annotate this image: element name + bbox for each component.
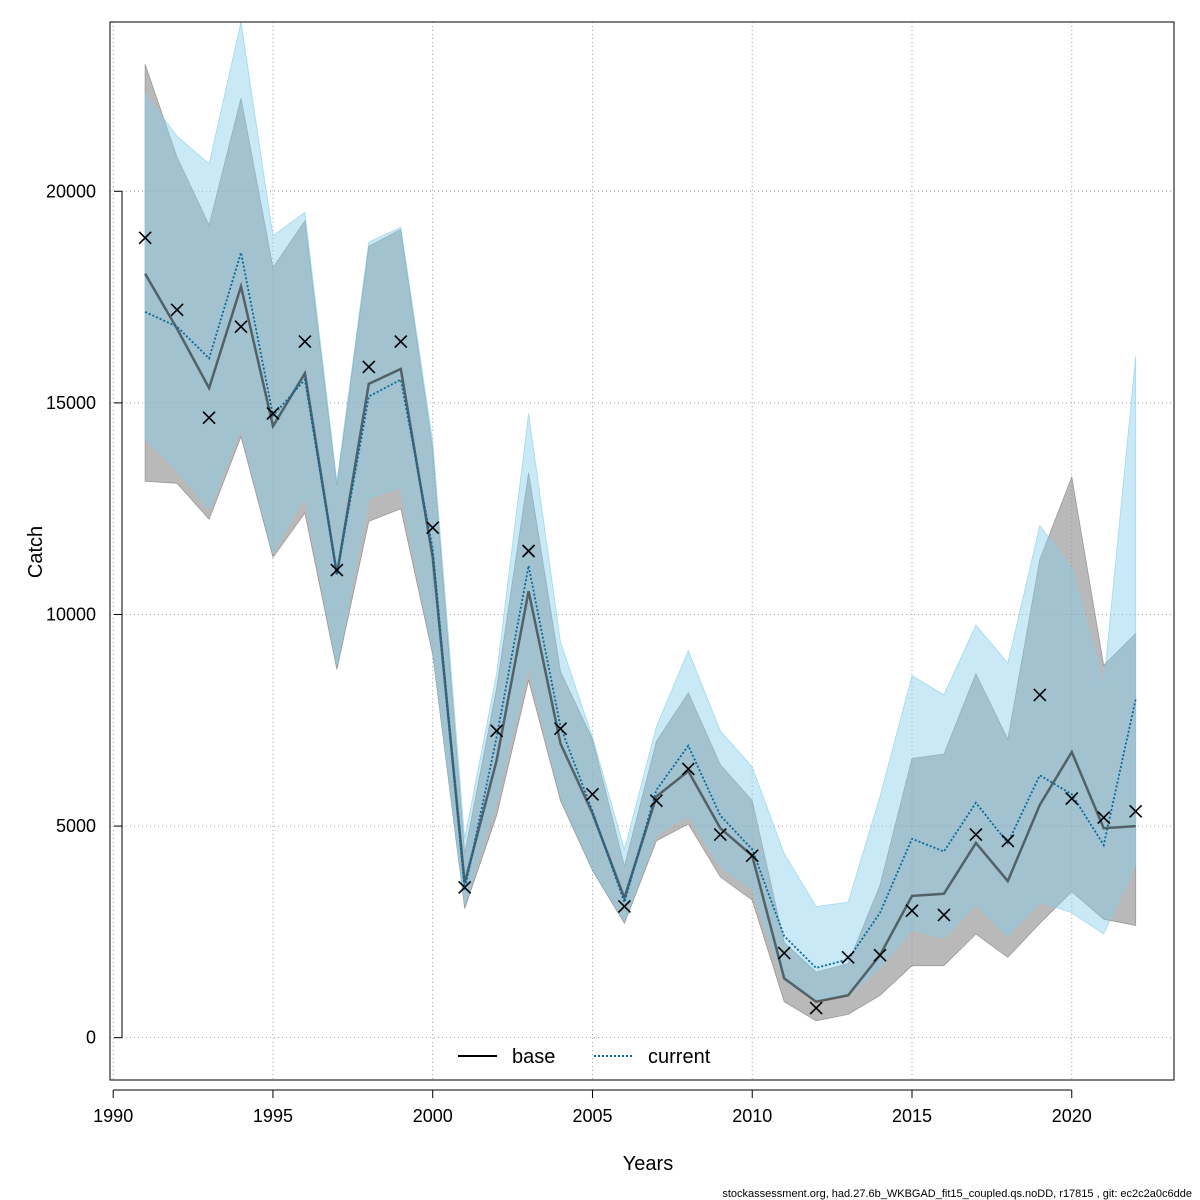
x-tick-label: 2010 bbox=[732, 1106, 772, 1126]
observation-point bbox=[969, 827, 983, 842]
observation-point bbox=[617, 899, 631, 914]
observation-point bbox=[713, 827, 727, 842]
y-tick-label: 20000 bbox=[46, 181, 96, 201]
observation-point bbox=[170, 303, 184, 317]
observation-point bbox=[458, 880, 472, 895]
y-tick-label: 10000 bbox=[46, 604, 96, 624]
x-axis-title: Years bbox=[623, 1153, 673, 1175]
observation-point bbox=[681, 762, 695, 776]
observation-point bbox=[1065, 792, 1079, 806]
observation-point bbox=[873, 948, 887, 962]
observation-markers bbox=[138, 231, 1143, 1015]
x-tick-label: 2000 bbox=[413, 1106, 453, 1126]
observation-point bbox=[298, 334, 312, 349]
observation-point bbox=[138, 231, 152, 245]
x-tick-label: 2015 bbox=[892, 1106, 932, 1126]
legend: base current bbox=[458, 1046, 711, 1068]
observation-point bbox=[841, 950, 855, 964]
observation-point bbox=[202, 411, 216, 425]
observation-point bbox=[649, 794, 663, 808]
legend-label-current: current bbox=[648, 1046, 711, 1068]
x-tick-label: 2005 bbox=[572, 1106, 612, 1126]
observation-point bbox=[937, 908, 951, 922]
legend-label-base: base bbox=[512, 1046, 555, 1068]
observation-point bbox=[1097, 811, 1111, 825]
y-axis-title: Catch bbox=[25, 526, 47, 578]
x-tick-label: 1995 bbox=[253, 1106, 293, 1126]
confidence-band-base bbox=[144, 64, 1137, 1022]
observation-point bbox=[362, 360, 376, 374]
plot-box bbox=[109, 21, 1175, 1081]
observation-point bbox=[777, 946, 791, 960]
footer-text: stockassessment.org, had.27.6b_WKBGAD_fi… bbox=[722, 1188, 1192, 1200]
observation-point bbox=[266, 406, 280, 421]
observation-point bbox=[522, 544, 536, 558]
x-tick-label: 2020 bbox=[1052, 1106, 1092, 1126]
axes: 1990 1995 2000 2005 2010 2015 2020 0 5000 10000 15… bbox=[46, 181, 1092, 1126]
observation-point bbox=[585, 787, 600, 801]
observation-point bbox=[809, 1001, 823, 1015]
observation-point bbox=[394, 334, 408, 349]
observation-point bbox=[905, 904, 919, 918]
x-tick-label: 1990 bbox=[93, 1106, 133, 1126]
observation-point bbox=[1129, 804, 1143, 818]
y-tick-label: 5000 bbox=[56, 816, 96, 836]
series-lines bbox=[144, 252, 1137, 1004]
y-tick-label: 15000 bbox=[46, 393, 96, 413]
observation-point bbox=[1001, 834, 1015, 848]
y-tick-label: 0 bbox=[86, 1028, 96, 1048]
observation-point bbox=[234, 320, 248, 334]
series-line-current bbox=[144, 252, 1137, 969]
observation-point bbox=[490, 724, 504, 738]
observation-point bbox=[553, 722, 568, 736]
confidence-bands bbox=[144, 21, 1137, 1022]
observation-point bbox=[1033, 688, 1047, 702]
confidence-band-current bbox=[144, 21, 1137, 1001]
observation-point bbox=[330, 563, 344, 577]
observation-point bbox=[745, 849, 759, 863]
observation-point bbox=[426, 521, 440, 535]
